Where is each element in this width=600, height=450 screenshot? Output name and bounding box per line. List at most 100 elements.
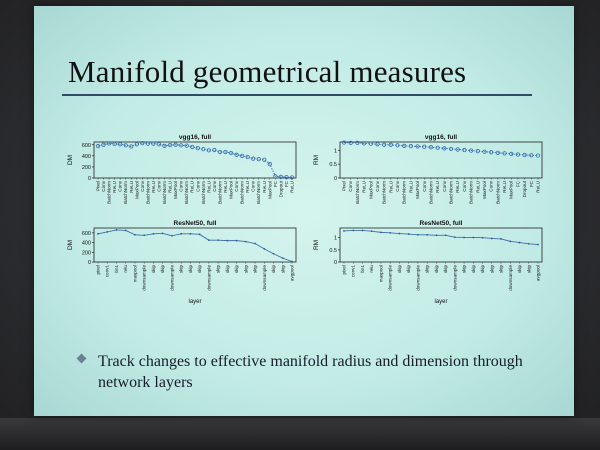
data-point <box>223 149 228 155</box>
x-tick-label: downsample <box>452 265 457 291</box>
chart-vgg16-radius: vgg16, full 0 0.5 1 RM Pixel Conv BatchNorm ReLU… <box>304 130 550 204</box>
x-tick-label: skip <box>397 265 402 274</box>
x-tick-label: BatchNorm <box>217 181 222 204</box>
chart-title: vgg16, full <box>179 134 211 141</box>
data-point <box>101 142 106 147</box>
y-axis-label: RM <box>313 155 320 165</box>
data-point <box>463 236 465 239</box>
x-tick-label: skip <box>225 265 230 274</box>
data-point <box>226 239 229 242</box>
data-point <box>448 146 454 152</box>
x-tick-label: avgpool <box>290 265 295 281</box>
x-tick-label: skip <box>179 265 184 274</box>
diamond-bullet-icon <box>76 353 87 364</box>
x-tick-label: relu <box>123 265 128 273</box>
data-point <box>263 247 266 250</box>
x-tick-label: skip <box>526 265 531 274</box>
x-tick-label: BatchNorm <box>402 181 407 204</box>
data-point <box>375 142 380 147</box>
data-point <box>284 175 289 180</box>
data-point <box>380 231 382 234</box>
chart-svg: ResNet50, full 0 200 400 600 DM pixel conv1 bn1 r… <box>67 220 297 305</box>
x-tick-label: Conv <box>422 180 427 191</box>
data-point <box>398 232 401 235</box>
data-point <box>462 147 467 153</box>
data-point <box>115 229 118 231</box>
data-point <box>195 145 200 151</box>
x-tick-label: skip <box>462 265 467 274</box>
x-tick-label: skip <box>517 265 522 274</box>
x-tick-label: ReLU <box>223 181 228 193</box>
data-point <box>212 147 217 153</box>
data-point <box>235 239 238 242</box>
x-tick-label: ReLU <box>262 181 267 193</box>
data-point <box>515 152 521 157</box>
x-tick-label: skip <box>234 265 239 274</box>
x-tick-label: FC <box>529 180 534 187</box>
data-point <box>129 144 134 149</box>
y-tick-label: 0.5 <box>329 248 337 254</box>
x-tick-label: ReLU <box>502 181 507 193</box>
chart-resnet50-dimension: ResNet50, full 0 200 400 600 DM pixel conv1 bn1 r… <box>58 216 304 309</box>
y-axis-label: RM <box>313 240 320 250</box>
x-tick-label: BatchNorm <box>107 181 112 204</box>
x-tick-label: skip <box>253 265 258 274</box>
slide-title: Manifold geometrical measures <box>68 54 467 89</box>
x-tick-label: MaxPool <box>368 181 373 199</box>
x-tick-label: MaxPool <box>482 181 487 199</box>
data-point <box>475 149 480 154</box>
x-tick-label: skip <box>499 265 504 274</box>
y-tick-label: 400 <box>82 241 91 247</box>
data-point <box>254 242 256 245</box>
x-tick-label: Conv <box>348 180 353 191</box>
x-tick-label: BatchNorm <box>145 181 150 204</box>
x-tick-label: Conv <box>395 180 400 191</box>
x-tick-label: bn1 <box>360 265 365 273</box>
data-point <box>509 240 512 243</box>
data-point <box>389 231 392 234</box>
data-point <box>348 140 353 145</box>
plot-frame <box>93 227 297 263</box>
chart-title: ResNet50, full <box>420 220 463 227</box>
data-point <box>502 151 507 156</box>
x-tick-label: downsample <box>169 265 174 291</box>
data-point <box>245 154 250 160</box>
data-point <box>251 156 256 161</box>
x-tick-label: downsample <box>508 265 513 291</box>
x-tick-label: downsample <box>262 265 267 291</box>
y-tick-label: 200 <box>82 250 91 256</box>
x-tick-label: ReLU <box>536 181 541 193</box>
data-point <box>522 152 527 158</box>
data-point <box>426 233 429 236</box>
x-tick-label: BatchNorm <box>355 181 360 204</box>
x-tick-label: ReLU <box>245 181 250 193</box>
x-tick-label: ReLU <box>408 181 413 193</box>
x-tick-label: MaxPool <box>229 181 234 199</box>
data-point <box>495 150 500 155</box>
data-point <box>442 146 447 151</box>
y-tick-label: 600 <box>82 143 91 149</box>
data-point <box>217 239 219 242</box>
x-tick-label: BatchNorm <box>162 181 167 204</box>
x-tick-label: BatchNorm <box>201 181 206 204</box>
data-point <box>184 143 189 148</box>
x-tick-label: Conv <box>140 180 145 191</box>
x-tick-label: BatchNorm <box>240 181 245 204</box>
x-tick-label: ReLU <box>190 181 195 193</box>
plot-frame <box>93 141 297 179</box>
data-point <box>273 174 278 179</box>
x-tick-label: Conv <box>234 180 239 191</box>
data-point <box>428 145 434 150</box>
x-tick-label: skip <box>280 265 285 274</box>
y-tick-label: 600 <box>82 231 91 237</box>
data-point <box>481 236 484 239</box>
data-point <box>408 144 413 149</box>
data-point <box>161 232 164 235</box>
data-point <box>151 141 156 146</box>
x-tick-label: skip <box>151 265 156 274</box>
data-point <box>189 232 192 235</box>
x-tick-label: BatchNorm <box>123 181 128 204</box>
y-axis-label: DM <box>67 155 74 165</box>
x-tick-label: Conv <box>118 180 123 191</box>
data-point <box>272 252 275 255</box>
